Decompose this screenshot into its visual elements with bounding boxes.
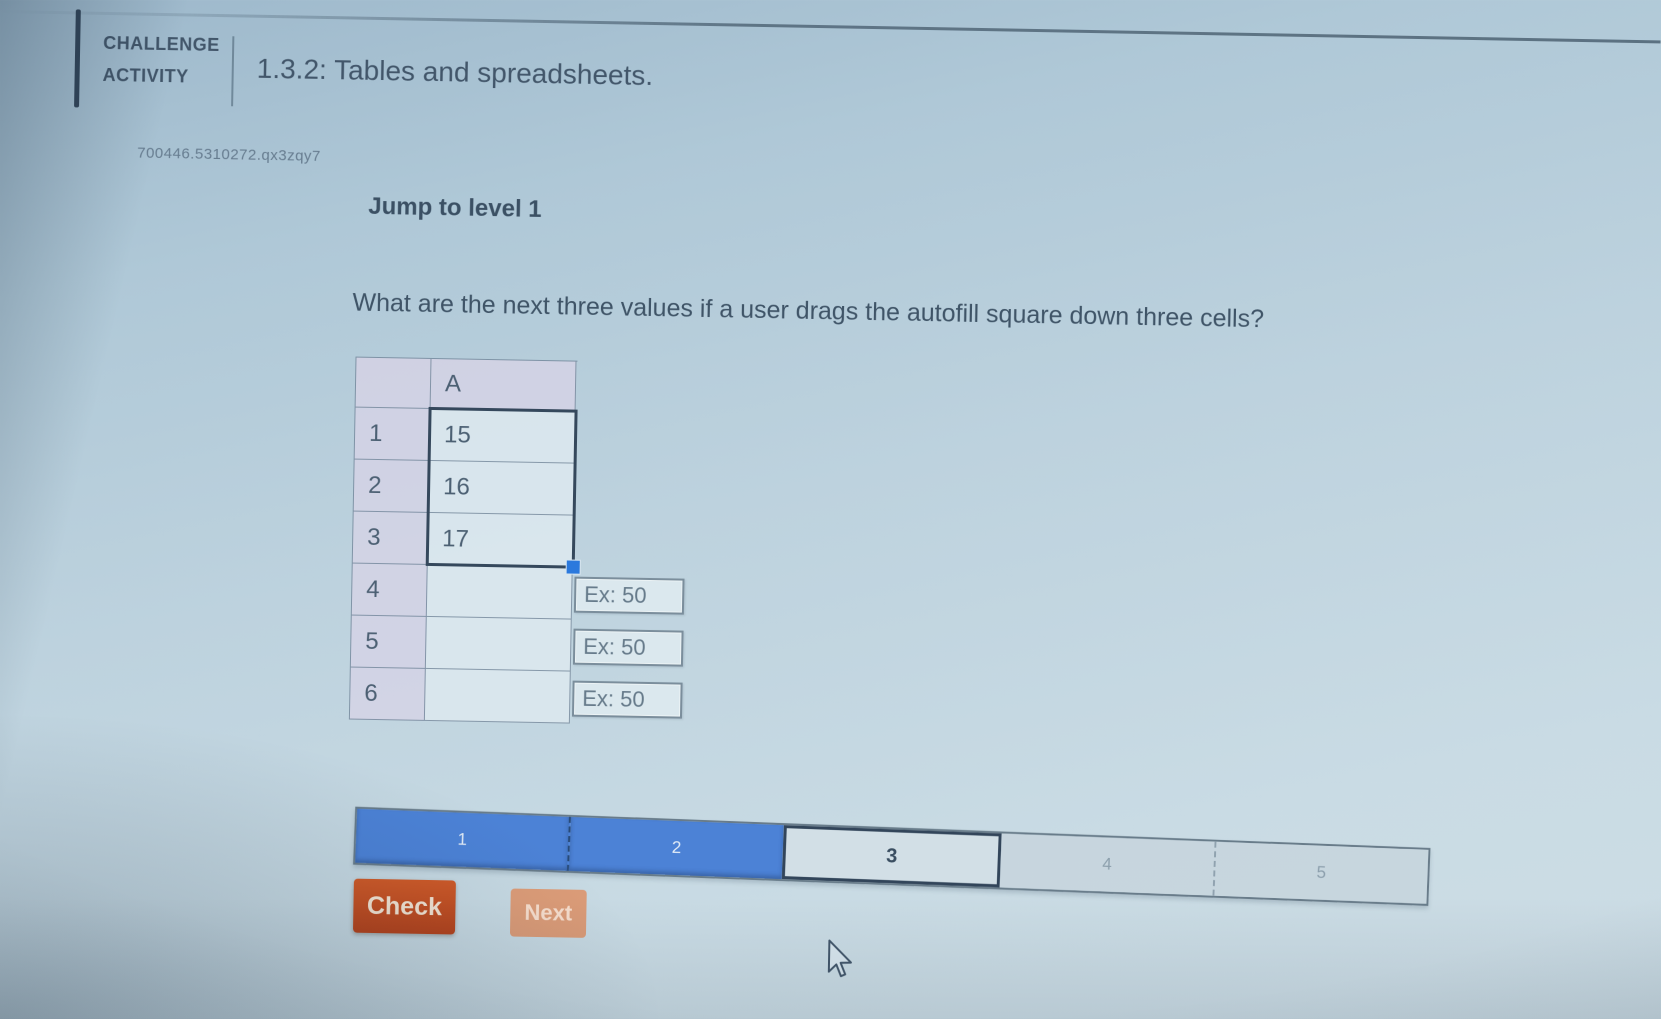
answer-input-row5[interactable]: [572, 628, 684, 667]
cell-a1: 15: [429, 408, 576, 464]
arrow-cursor-icon: [827, 939, 852, 978]
top-divider: [0, 9, 1661, 44]
row-header-4: 4: [351, 563, 428, 617]
progress-segment-1: 1: [355, 808, 572, 871]
question-text: What are the next three values if a user…: [352, 288, 1265, 334]
cell-a6: [424, 668, 571, 724]
page-title: 1.3.2: Tables and spreadsheets.: [256, 52, 654, 91]
challenge-activity-kicker: CHALLENGE ACTIVITY: [102, 28, 220, 93]
corner-cell: [355, 357, 432, 409]
cell-a3: 17: [427, 512, 574, 568]
answer-input-row6[interactable]: [571, 680, 683, 719]
row-header-1: 1: [354, 407, 431, 461]
jump-to-level-label: Jump to level 1: [368, 192, 542, 223]
progress-segment-4: 4: [999, 833, 1217, 896]
cell-a5: [425, 616, 572, 672]
answer-input-row4[interactable]: [573, 576, 685, 615]
row-header-5: 5: [350, 615, 427, 669]
kicker-line-1: CHALLENGE: [103, 32, 220, 56]
progress-segment-5: 5: [1214, 841, 1429, 904]
progress-segment-3-current: 3: [781, 825, 1002, 888]
challenge-activity-accent-bar: [74, 9, 81, 108]
spreadsheet-grid: A 1 15 2 16 3 17 4 5 6: [348, 356, 578, 724]
row-header-6: 6: [349, 667, 426, 721]
spreadsheet: A 1 15 2 16 3 17 4 5 6: [348, 356, 776, 728]
check-button[interactable]: Check: [352, 878, 456, 935]
row-header-2: 2: [353, 459, 430, 513]
column-header-a: A: [430, 358, 577, 412]
progress-segment-2: 2: [569, 816, 784, 880]
kicker-line-2: ACTIVITY: [102, 64, 189, 86]
next-button[interactable]: Next: [509, 888, 587, 938]
header-divider: [231, 36, 235, 107]
activity-id: 700446.5310272.qx3zqy7: [137, 144, 321, 165]
row-header-3: 3: [352, 511, 429, 565]
cell-a2: 16: [428, 460, 575, 516]
cell-a4: [426, 564, 573, 620]
